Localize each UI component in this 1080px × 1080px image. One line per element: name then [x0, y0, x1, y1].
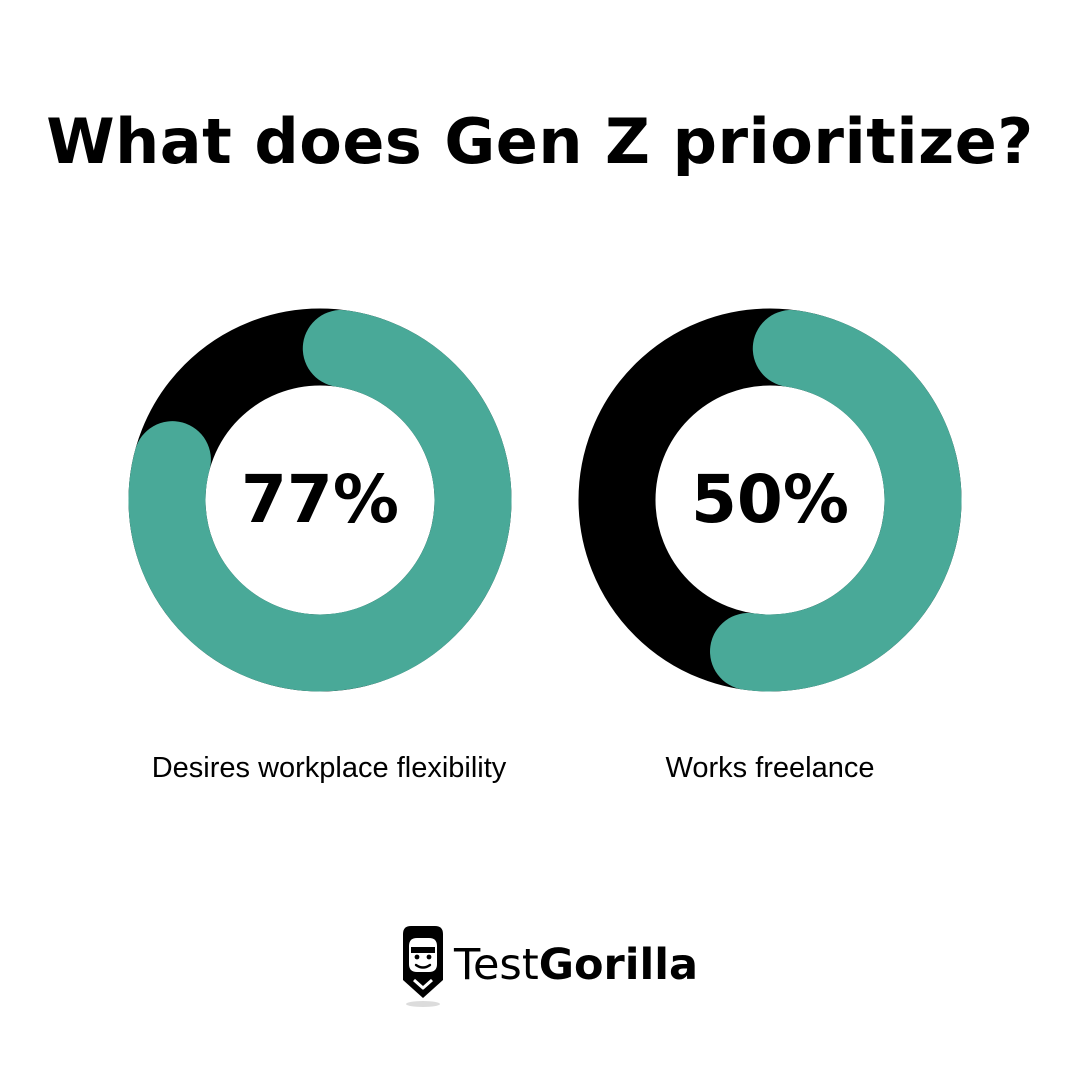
donut-chart-freelance: 50%: [570, 300, 970, 700]
brand-name-bold: Gorilla: [538, 940, 698, 990]
page-title: What does Gen Z prioritize?: [46, 105, 1034, 178]
testgorilla-logo: TestGorilla: [396, 920, 698, 1010]
donut-chart-flexibility: 77%: [120, 300, 520, 700]
brand-name-light: Test: [454, 940, 539, 990]
gorilla-logo-icon: [403, 926, 443, 1007]
donut-svg-freelance: 50%: [578, 308, 962, 692]
caption-freelance: Works freelance: [665, 752, 875, 784]
caption-flexibility: Desires workplace flexibility: [151, 752, 507, 784]
donut-value-arc-freelance: [578, 308, 962, 692]
brand-name: TestGorilla: [454, 940, 698, 990]
donut-svg-flexibility: 77%: [128, 308, 512, 692]
donut-value-label-freelance: 50%: [691, 461, 849, 538]
donut-value-arc-flexibility: [128, 308, 512, 692]
donut-value-label-flexibility: 77%: [241, 461, 399, 538]
